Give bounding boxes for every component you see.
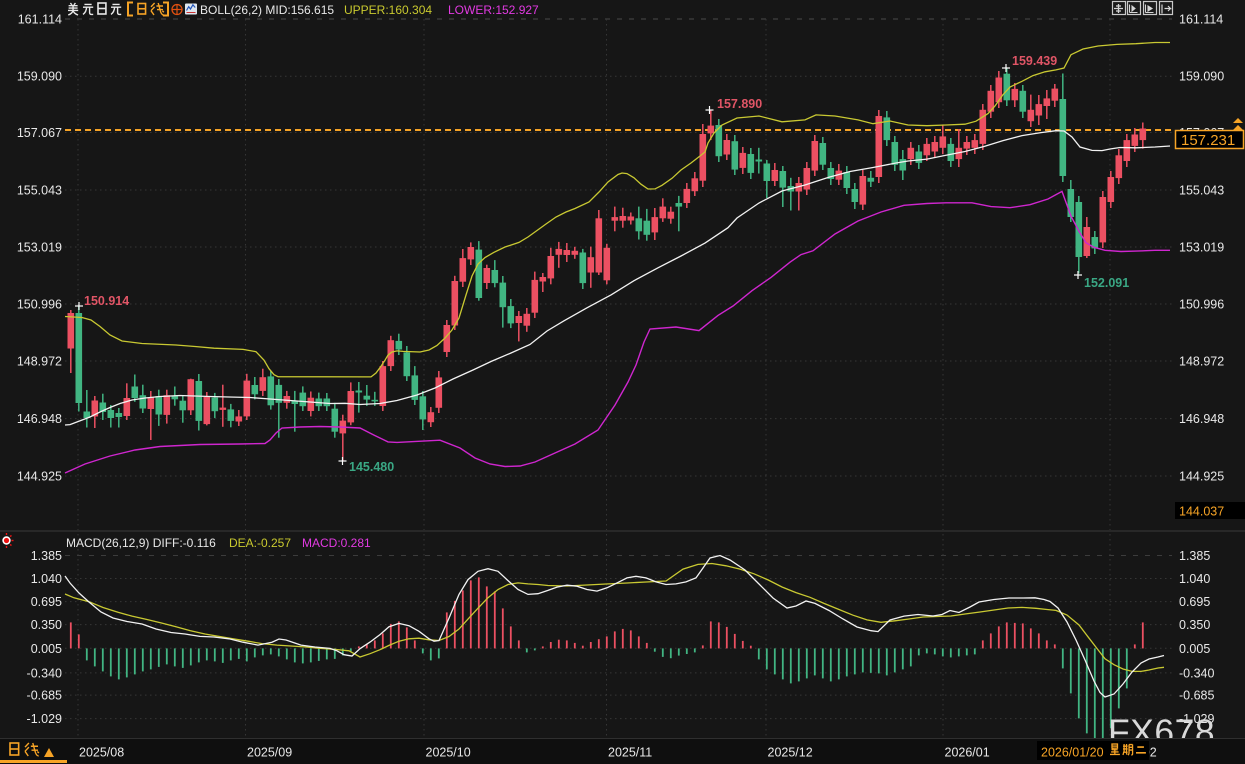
svg-text:161.114: 161.114 — [1179, 13, 1223, 27]
svg-text:161.114: 161.114 — [18, 13, 62, 27]
svg-text:2026/01/20: 2026/01/20 — [1041, 746, 1104, 760]
svg-text:155.043: 155.043 — [17, 184, 62, 198]
svg-text:-1.029: -1.029 — [1179, 712, 1214, 726]
svg-text:157.231: 157.231 — [1181, 132, 1235, 149]
svg-text:144.037: 144.037 — [1179, 505, 1224, 519]
svg-text:148.972: 148.972 — [17, 355, 62, 369]
svg-text:146.948: 146.948 — [1179, 412, 1224, 426]
svg-text:-0.685: -0.685 — [1179, 689, 1214, 703]
svg-text:0.350: 0.350 — [31, 618, 62, 632]
svg-text:0.695: 0.695 — [1179, 595, 1210, 609]
svg-text:0.695: 0.695 — [31, 595, 62, 609]
svg-text:2025/09: 2025/09 — [247, 746, 292, 760]
svg-text:-1.029: -1.029 — [27, 712, 62, 726]
svg-text:159.090: 159.090 — [17, 70, 62, 84]
svg-text:152.091: 152.091 — [1084, 276, 1129, 290]
svg-text:155.043: 155.043 — [1179, 184, 1224, 198]
svg-text:MACD:0.281: MACD:0.281 — [302, 536, 371, 550]
svg-text:2026/01: 2026/01 — [945, 746, 990, 760]
svg-text:MACD(26,12,9) DIFF:-0.116: MACD(26,12,9) DIFF:-0.116 — [66, 536, 216, 550]
svg-text:159.090: 159.090 — [1179, 70, 1224, 84]
svg-text:159.439: 159.439 — [1012, 54, 1057, 68]
svg-text:146.948: 146.948 — [17, 412, 62, 426]
svg-text:157.067: 157.067 — [17, 126, 62, 140]
svg-text:2025/08: 2025/08 — [79, 746, 124, 760]
svg-text:144.925: 144.925 — [17, 470, 62, 484]
svg-text:LOWER:152.927: LOWER:152.927 — [448, 3, 539, 17]
svg-text:150.914: 150.914 — [84, 294, 129, 308]
svg-text:DEA:-0.257: DEA:-0.257 — [229, 536, 291, 550]
svg-text:150.996: 150.996 — [1179, 298, 1224, 312]
svg-text:150.996: 150.996 — [17, 298, 62, 312]
svg-text:144.925: 144.925 — [1179, 470, 1224, 484]
svg-text:-0.340: -0.340 — [27, 666, 62, 680]
svg-text:UPPER:160.304: UPPER:160.304 — [344, 3, 432, 17]
svg-text:157.890: 157.890 — [717, 97, 762, 111]
svg-text:148.972: 148.972 — [1179, 355, 1224, 369]
svg-text:153.019: 153.019 — [1179, 241, 1224, 255]
svg-text:2025/10: 2025/10 — [426, 746, 471, 760]
svg-text:0.005: 0.005 — [31, 642, 62, 656]
svg-text:1.040: 1.040 — [31, 572, 62, 586]
svg-text:0.005: 0.005 — [1179, 642, 1210, 656]
svg-text:1.385: 1.385 — [31, 549, 62, 563]
svg-text:-0.340: -0.340 — [1179, 666, 1214, 680]
svg-text:1.040: 1.040 — [1179, 572, 1210, 586]
svg-text:145.480: 145.480 — [349, 460, 394, 474]
svg-text:2025/11: 2025/11 — [608, 746, 652, 760]
svg-text:2025/12: 2025/12 — [768, 746, 813, 760]
svg-text:1.385: 1.385 — [1179, 549, 1210, 563]
svg-text:BOLL(26,2) MID:156.615: BOLL(26,2) MID:156.615 — [200, 3, 334, 17]
svg-text:153.019: 153.019 — [17, 241, 62, 255]
svg-text:-0.685: -0.685 — [27, 689, 62, 703]
svg-text:0.350: 0.350 — [1179, 618, 1210, 632]
